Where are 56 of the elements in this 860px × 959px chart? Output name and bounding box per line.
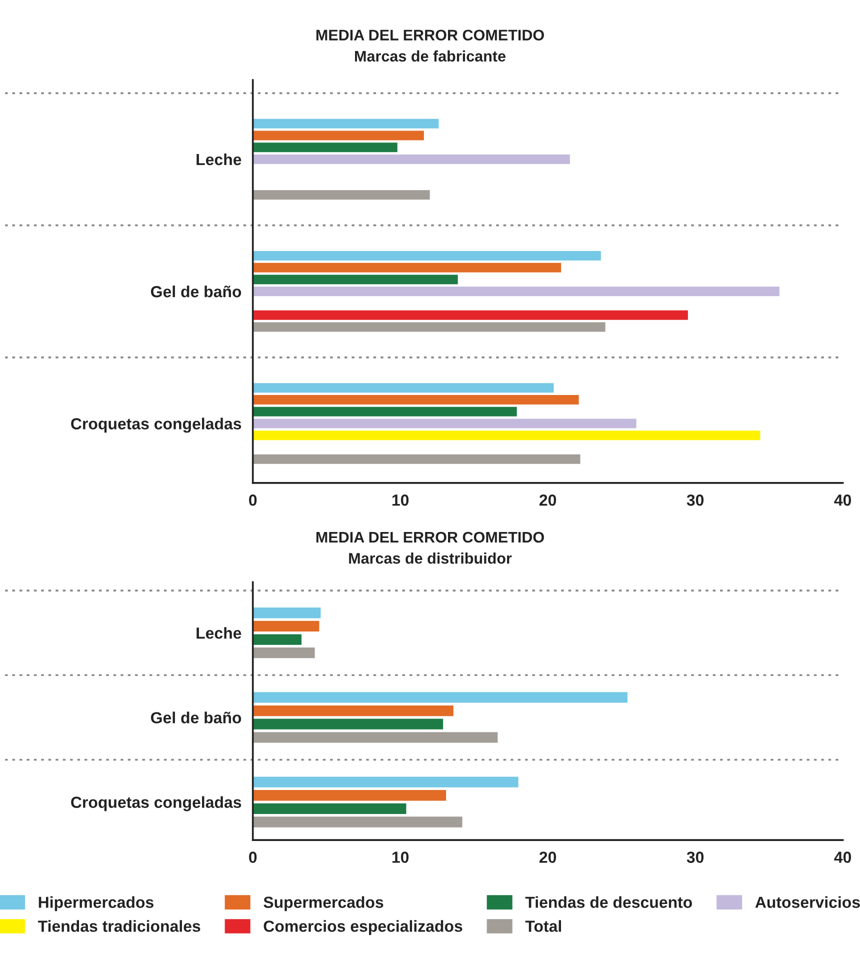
bar — [252, 430, 760, 440]
x-tick-label: 10 — [392, 494, 409, 506]
x-tick-label: 10 — [392, 852, 409, 863]
bar — [252, 394, 579, 404]
bar — [252, 250, 601, 260]
bar — [252, 274, 458, 284]
y-tick-label: Croquetas congeladas — [71, 418, 242, 433]
bar — [252, 776, 518, 788]
legend-label: Total — [525, 920, 561, 932]
bar — [252, 286, 780, 296]
bar — [252, 190, 430, 200]
bar — [252, 130, 424, 140]
x-tick-label: 0 — [249, 852, 257, 863]
x-tick-label: 20 — [539, 852, 556, 863]
bar — [252, 634, 302, 645]
x-tick-label: 40 — [834, 852, 852, 863]
y-tick-label: Leche — [196, 153, 242, 166]
bar — [252, 383, 554, 393]
legend-label: Hipermercados — [38, 896, 154, 912]
chart-title: MEDIA DEL ERROR COMETIDO — [316, 30, 544, 41]
y-tick-label: Gel de baño — [150, 712, 242, 724]
legend-label: Supermercados — [264, 896, 384, 912]
x-tick-label: 30 — [686, 494, 704, 506]
bar — [252, 816, 462, 828]
bar — [252, 732, 498, 743]
bar — [252, 322, 606, 332]
bar — [252, 142, 398, 152]
x-tick-label: 0 — [249, 494, 257, 506]
legend-label: Comercios especializados — [264, 920, 462, 936]
bar — [252, 418, 636, 428]
bar — [252, 790, 446, 801]
bar — [252, 692, 628, 703]
chart-subtitle: Marcas de fabricante — [355, 50, 506, 62]
y-tick-label: Croquetas congeladas — [71, 796, 242, 812]
bar — [252, 608, 321, 618]
bar — [252, 718, 444, 730]
x-tick-label: 40 — [834, 494, 852, 506]
x-tick-label: 20 — [539, 494, 556, 506]
chart-subtitle: Marcas de distribuidor — [349, 552, 512, 564]
bar — [252, 803, 406, 814]
y-tick-label: Leche — [196, 627, 242, 639]
bar — [252, 648, 315, 658]
bar — [252, 118, 439, 128]
bar — [252, 406, 517, 416]
bar — [252, 705, 454, 716]
x-tick-label: 30 — [686, 852, 704, 863]
bar — [252, 262, 562, 272]
y-tick-label: Gel de baño — [150, 286, 242, 298]
bar — [252, 154, 570, 164]
bar — [252, 620, 320, 632]
legend-label: Tiendas tradicionales — [38, 920, 200, 932]
legend-label: Autoservicios — [755, 896, 860, 908]
bar — [252, 454, 580, 464]
bar — [252, 310, 688, 320]
chart-title: MEDIA DEL ERROR COMETIDO — [316, 532, 544, 543]
legend-label: Tiendas de descuento — [525, 896, 692, 908]
